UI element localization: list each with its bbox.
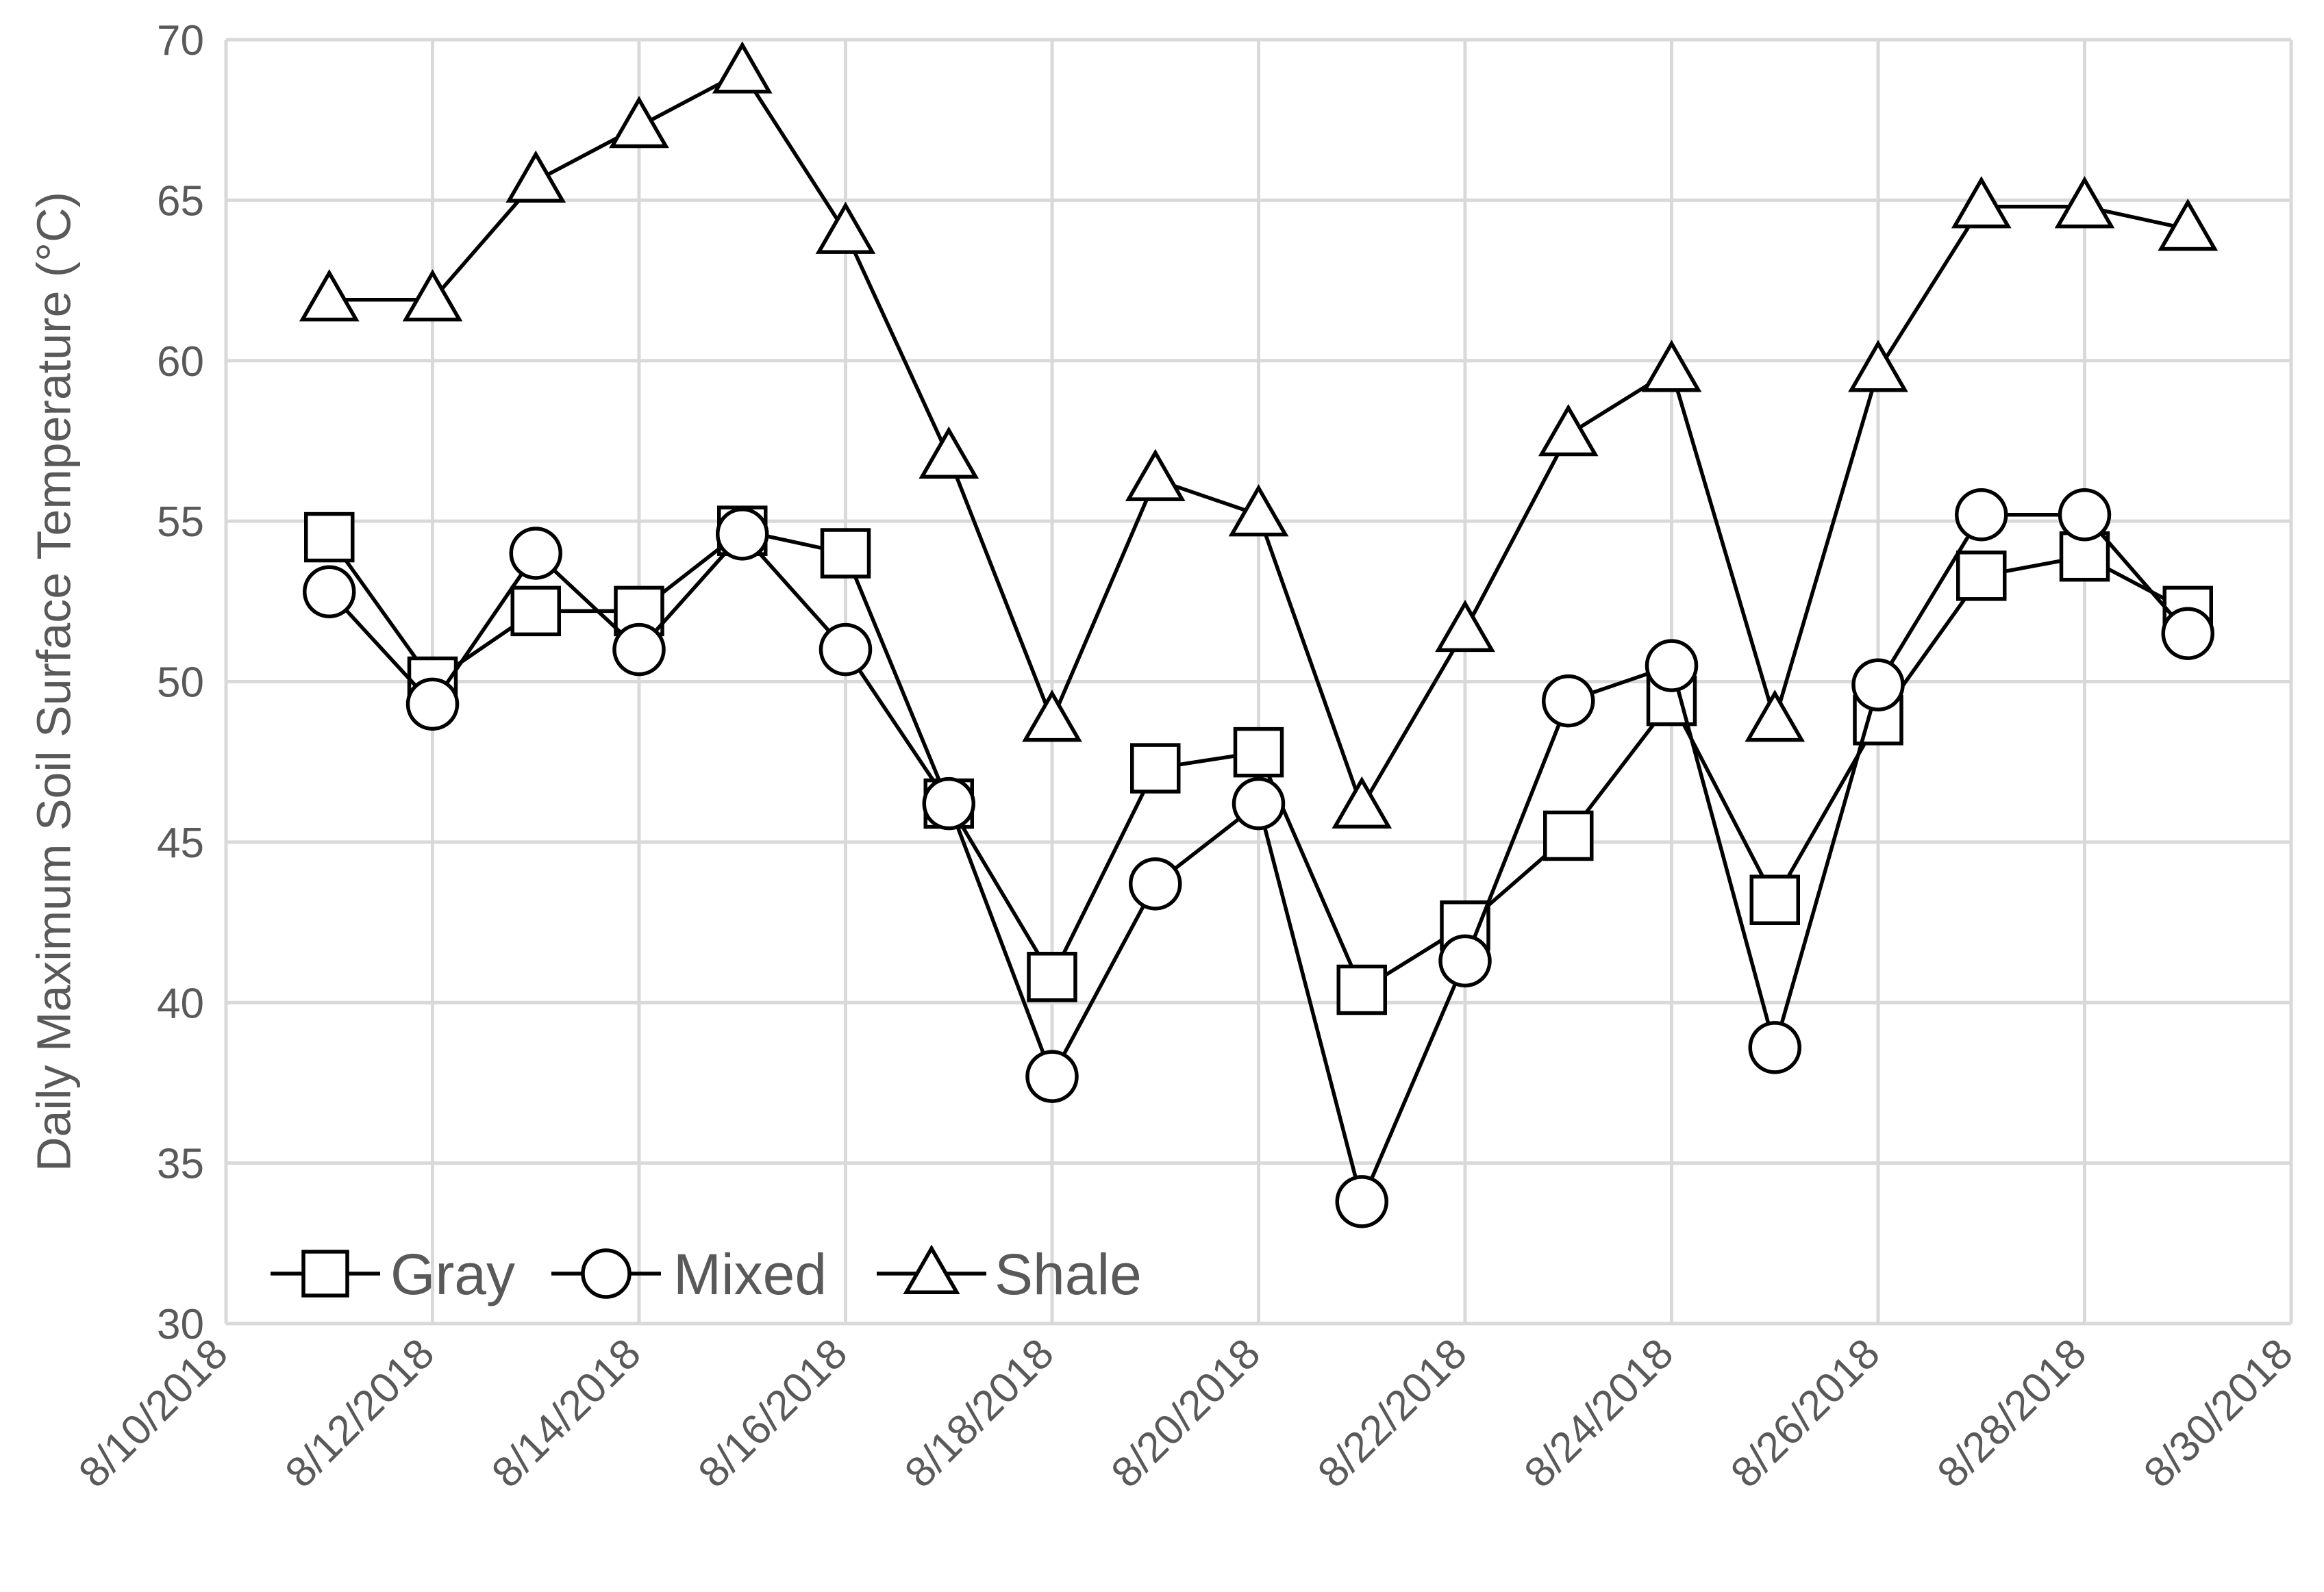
mixed-point: [1748, 1021, 1801, 1074]
mixed-point: [922, 776, 975, 831]
shale-point: [1332, 776, 1392, 829]
shale-point: [1228, 484, 1289, 537]
shale-point: [1435, 599, 1495, 653]
gray-point: [1749, 874, 1800, 925]
gray-point: [820, 528, 871, 579]
shale-point: [505, 150, 566, 203]
grid: [224, 38, 2293, 1326]
mixed-point: [1438, 934, 1492, 988]
x-tick-label: 8/20/2018: [1103, 1330, 1270, 1497]
y-tick-label: 30: [157, 1301, 204, 1348]
legend: Gray Mixed Shale: [271, 1242, 1142, 1306]
shale-point: [299, 269, 360, 322]
gray-point: [510, 585, 561, 637]
shale-point: [1125, 448, 1186, 501]
shale-point: [815, 201, 876, 254]
gray-point: [304, 511, 355, 563]
gray-point: [1336, 964, 1387, 1015]
x-tick-label: 8/22/2018: [1309, 1330, 1476, 1497]
y-tick-label: 60: [157, 338, 204, 386]
mixed-point: [1335, 1175, 1388, 1228]
x-tick-label: 8/26/2018: [1722, 1330, 1889, 1497]
x-tick-label: 8/10/2018: [70, 1330, 237, 1497]
shale-point: [1538, 403, 1599, 457]
gray-point: [1233, 726, 1284, 778]
shale-point: [919, 426, 979, 479]
y-tick-label: 70: [157, 17, 204, 64]
gray-point: [1130, 743, 1181, 794]
legend-shale-marker: [903, 1244, 960, 1294]
gray-point: [1543, 810, 1594, 861]
mixed-point: [1025, 1050, 1079, 1103]
mixed-point: [1955, 488, 2008, 542]
legend-mixed-marker: [581, 1248, 632, 1299]
mixed-point: [1129, 857, 1182, 911]
shale-point: [2158, 198, 2219, 251]
x-tick-label: 8/28/2018: [1929, 1330, 2096, 1497]
legend-item-shale: Shale: [877, 1242, 1142, 1306]
gray-point: [1956, 551, 2007, 601]
series-group: [299, 41, 2219, 1228]
y-tick-label: 50: [157, 659, 204, 707]
y-axis-title: Daily Maximum Soil Surface Temperature (…: [27, 192, 80, 1172]
mixed-point: [1542, 674, 1595, 728]
series-gray: [304, 505, 2213, 1015]
shale-point: [609, 95, 669, 149]
shale-point: [2054, 176, 2115, 229]
y-tick-label: 55: [157, 498, 204, 546]
y-tick-label: 40: [157, 980, 204, 1027]
x-tick-label: 8/16/2018: [690, 1330, 857, 1497]
gray-point: [1027, 952, 1077, 1002]
shale-point: [1951, 176, 2012, 229]
mixed-point: [612, 622, 666, 677]
series-shale: [299, 41, 2219, 829]
y-tick-label: 35: [157, 1141, 204, 1188]
mixed-point: [405, 677, 460, 731]
shale-point: [712, 41, 773, 94]
legend-gray-marker: [301, 1250, 349, 1298]
shale-point: [1022, 690, 1082, 742]
legend-mixed-label: Mixed: [673, 1242, 827, 1306]
mixed-point: [2161, 607, 2214, 660]
shale-point: [1848, 340, 1908, 392]
x-tick-label: 8/12/2018: [277, 1330, 444, 1497]
y-tick-label: 45: [157, 820, 204, 867]
legend-item-mixed: Mixed: [551, 1242, 827, 1306]
x-tick-label: 8/14/2018: [483, 1330, 650, 1497]
shale-point: [402, 269, 463, 322]
mixed-point: [716, 507, 769, 561]
mixed-point: [1645, 639, 1699, 692]
y-tick-label: 65: [157, 177, 204, 225]
mixed-point: [1232, 776, 1286, 831]
mixed-point: [509, 527, 562, 580]
x-tick-label: 8/18/2018: [896, 1330, 1063, 1497]
shale-point: [1745, 690, 1806, 742]
mixed-point: [2058, 488, 2112, 542]
mixed-point: [303, 565, 356, 618]
legend-gray-label: Gray: [390, 1242, 515, 1306]
mixed-point: [1851, 658, 1905, 711]
shale-point: [1641, 340, 1702, 392]
legend-shale-label: Shale: [995, 1242, 1142, 1306]
legend-item-gray: Gray: [271, 1242, 515, 1306]
x-tick-label: 8/24/2018: [1516, 1330, 1683, 1497]
series-mixed: [303, 488, 2214, 1228]
mixed-point: [819, 622, 873, 677]
x-tick-label: 8/30/2018: [2135, 1330, 2302, 1497]
